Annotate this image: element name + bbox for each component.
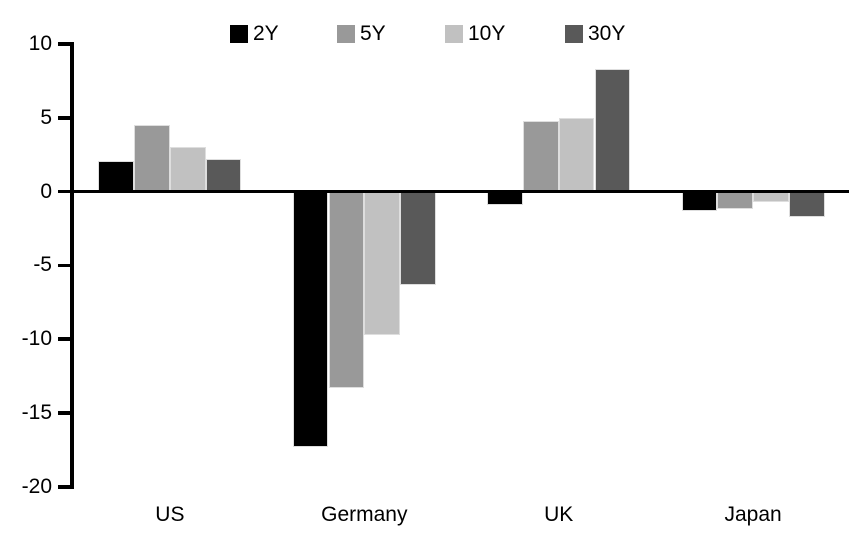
legend-swatch-30y bbox=[565, 25, 583, 43]
legend-swatch-2y bbox=[230, 25, 248, 43]
bar-us-2y bbox=[98, 160, 135, 192]
bar-uk-5y bbox=[522, 120, 559, 192]
bar-germany-2y bbox=[292, 191, 329, 447]
legend-item-30y: 30Y bbox=[565, 22, 625, 46]
y-axis-tick-label--20: -20 bbox=[21, 474, 52, 498]
y-axis-tick--10 bbox=[58, 337, 74, 341]
x-axis-label-us: US bbox=[155, 503, 185, 526]
legend-swatch-10y bbox=[445, 25, 463, 43]
bar-germany-10y bbox=[364, 191, 401, 335]
bar-japan-30y bbox=[788, 191, 825, 217]
y-axis-tick-label--10: -10 bbox=[21, 327, 52, 351]
bar-germany-5y bbox=[328, 191, 365, 388]
y-axis-tick-5 bbox=[58, 116, 74, 120]
legend-item-5y: 5Y bbox=[337, 22, 386, 46]
bar-us-5y bbox=[134, 125, 170, 192]
y-axis-tick--5 bbox=[58, 263, 74, 268]
legend-swatch-5y bbox=[337, 25, 355, 43]
legend-label-10y: 10Y bbox=[468, 22, 506, 45]
legend-item-10y: 10Y bbox=[445, 22, 505, 46]
y-axis-tick-0 bbox=[58, 189, 74, 194]
legend-item-2y: 2Y bbox=[230, 22, 279, 46]
x-axis-label-japan: Japan bbox=[724, 503, 782, 526]
y-axis-tick-label-5: 5 bbox=[40, 105, 52, 129]
y-axis-tick--20 bbox=[58, 485, 74, 489]
bar-uk-30y bbox=[594, 69, 631, 192]
bar-japan-2y bbox=[681, 191, 718, 211]
bar-germany-30y bbox=[400, 191, 436, 285]
bar-us-10y bbox=[169, 147, 206, 192]
legend-label-2y: 2Y bbox=[253, 22, 279, 45]
legend-label-5y: 5Y bbox=[360, 22, 386, 45]
bar-japan-5y bbox=[717, 191, 754, 210]
y-axis-tick--15 bbox=[58, 411, 74, 415]
y-axis-tick-label-10: 10 bbox=[28, 32, 52, 55]
y-axis-tick-10 bbox=[58, 42, 74, 46]
bar-uk-10y bbox=[558, 117, 595, 192]
y-axis-tick-label-0: 0 bbox=[40, 179, 52, 203]
x-axis-label-germany: Germany bbox=[321, 503, 408, 526]
bar-uk-2y bbox=[487, 191, 523, 205]
y-axis-tick-label--15: -15 bbox=[21, 400, 52, 424]
legend-label-30y: 30Y bbox=[588, 22, 626, 45]
y-axis-tick-label--5: -5 bbox=[33, 253, 52, 277]
bar-us-30y bbox=[205, 159, 242, 192]
x-axis-label-uk: UK bbox=[544, 503, 574, 526]
zero-baseline bbox=[70, 189, 849, 194]
